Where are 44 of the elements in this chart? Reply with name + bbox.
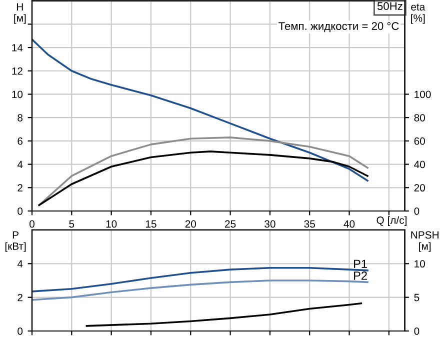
y2-axis-title: eta [%] [411, 4, 426, 24]
x-tick-label: 35 [304, 220, 315, 228]
annotation: Темп. жидкости = 20 °C [278, 22, 399, 32]
y-tick-label: 10 [12, 90, 23, 98]
y-tick-label: 2 [18, 184, 22, 192]
line-series [38, 136, 368, 206]
series-label: P1 [354, 260, 367, 268]
x-axis-title: Q [л/с] [376, 216, 406, 226]
y-tick-label: 6 [18, 137, 23, 145]
y-tick-label: 0 [18, 328, 23, 335]
y2-tick-label: 40 [414, 160, 425, 168]
y-axis-title: P [кВт] [5, 231, 26, 252]
line-series [32, 266, 368, 292]
line-series [32, 38, 368, 182]
x-tick-label: 40 [344, 220, 355, 228]
line-series [86, 302, 362, 327]
y2-tick-label: 0 [414, 207, 420, 215]
y-tick-label: 0 [18, 207, 23, 215]
x-tick-label: 20 [185, 220, 196, 228]
y2-tick-label: 20 [414, 184, 425, 192]
line-series [38, 150, 368, 206]
y-tick-label: 12 [12, 67, 22, 75]
x-tick-label: 5 [69, 220, 74, 228]
y-tick-label: 14 [12, 44, 23, 52]
line-series [32, 280, 368, 301]
x-tick-label: 30 [264, 220, 276, 228]
x-tick-label: 0 [30, 220, 34, 228]
y2-tick-label: 80 [414, 114, 425, 122]
y2-axis-title: NPSH [м] [411, 231, 438, 252]
y2-tick-label: 5 [414, 294, 420, 302]
y-tick-label: 4 [17, 160, 23, 168]
y-axis-title: H [м] [14, 3, 26, 24]
y2-tick-label: 10 [414, 260, 425, 268]
chart-title: 50Hz [377, 2, 402, 10]
y-tick-label: 8 [18, 114, 23, 122]
y-tick-label: 4 [17, 260, 23, 268]
y2-tick-label: 100 [414, 90, 431, 98]
y-tick-label: 2 [18, 294, 22, 302]
y2-tick-label: 0 [414, 328, 420, 335]
x-tick-label: 10 [106, 220, 117, 228]
y2-tick-label: 60 [414, 137, 425, 145]
series-label: P2 [354, 271, 367, 280]
x-tick-label: 15 [146, 220, 156, 228]
x-tick-label: 25 [225, 220, 236, 228]
